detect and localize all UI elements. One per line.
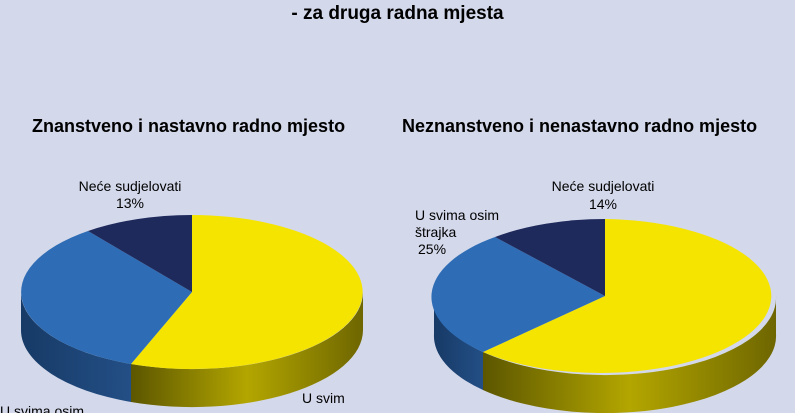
page-subtitle: - za druga radna mjesta <box>291 3 504 24</box>
pie-left-side-yellow <box>131 292 364 408</box>
chart-title-left: Znanstveno i nastavno radno mjesto <box>32 116 346 136</box>
pie-left-label-blue: U svima osim <box>0 403 84 413</box>
pie-left-value-navy: 13% <box>116 195 144 211</box>
pie-right-slice-yellow <box>483 219 772 373</box>
pie-right-label-navy: Neće sudjelovati <box>552 178 655 194</box>
pie-left <box>20 215 364 408</box>
pie-right-label-blue: U svima osim štrajka <box>415 207 503 240</box>
pie-right-slice-blue <box>431 237 605 352</box>
pie-left-side-blue <box>20 292 131 402</box>
pie-right-value-blue: 25% <box>418 241 446 257</box>
pie-right <box>431 218 777 413</box>
pie-left-slice-navy <box>88 215 192 292</box>
pie-right-label-blue-line1: U svima osim <box>415 207 499 223</box>
pie-left-slice-blue <box>21 231 192 364</box>
chart-title-right: Neznanstveno i nenastavno radno mjesto <box>402 116 758 136</box>
pie-right-side-yellow <box>483 296 777 413</box>
pie-left-slice-yellow <box>131 215 363 369</box>
pie-right-label-blue-line2: štrajka <box>415 224 456 240</box>
pie-left-label-yellow: U svim <box>302 390 345 406</box>
pie-right-slice-navy <box>495 218 605 296</box>
pie-left-label-navy: Neće sudjelovati <box>79 178 182 194</box>
pie-right-value-navy: 14% <box>589 196 617 212</box>
pie-right-side-blue <box>433 296 483 390</box>
